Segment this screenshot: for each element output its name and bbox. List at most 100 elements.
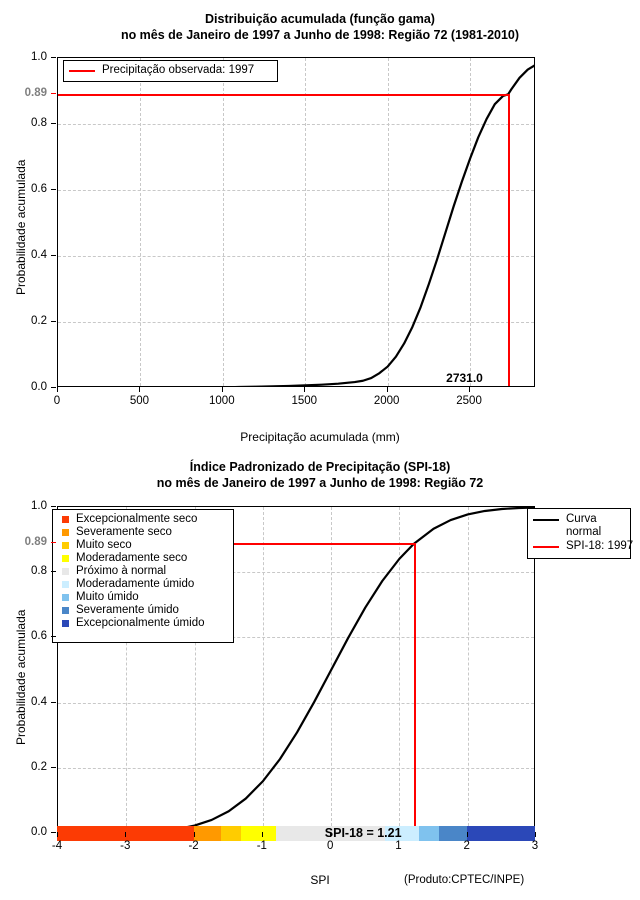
legend-label-class-7: Severamente úmido — [76, 604, 179, 616]
gridline-vertical — [399, 507, 401, 831]
producer-credit: (Produto:CPTEC/INPE) — [404, 874, 525, 886]
x-tickmark — [469, 387, 471, 392]
gridline-horizontal — [58, 256, 534, 257]
legend-label-class-3: Moderadamente seco — [76, 552, 188, 564]
x-tick-label: 1500 — [291, 395, 318, 407]
chart2-curves-legend: Curva normal SPI-18: 1997 — [527, 508, 634, 559]
x-tickmark — [57, 387, 58, 392]
red-line-icon — [69, 69, 95, 72]
gridline-horizontal — [58, 572, 534, 574]
marker-horizontal-line — [58, 94, 509, 97]
x-tickmark — [304, 387, 306, 392]
gridline-vertical — [262, 507, 264, 831]
y-tickmark — [51, 506, 56, 507]
colorbar-segment-2 — [220, 826, 242, 841]
marker-horizontal-line — [58, 542, 414, 545]
y-tickmark-highlight — [51, 541, 56, 543]
legend-label-class-8: Excepcionalmente úmido — [76, 617, 205, 629]
gridline-vertical — [222, 58, 224, 386]
gridline-horizontal — [58, 124, 534, 125]
colorbar-segment-5 — [384, 826, 419, 841]
x-tickmark — [221, 387, 223, 392]
x-tickmark — [261, 832, 263, 837]
legend-label-spi: SPI-18: 1997 — [566, 540, 634, 552]
gridline-vertical — [140, 58, 142, 386]
y-tick-label-highlight: 0.89 — [24, 535, 47, 548]
color-swatch-icon — [62, 607, 69, 614]
colorbar-segment-8 — [466, 826, 535, 841]
legend-label-observed: Precipitação observada: 1997 — [102, 64, 255, 76]
y-tick-label: 0.8 — [31, 565, 47, 578]
gridline-horizontal — [58, 767, 534, 769]
y-tick-label: 0.6 — [31, 183, 47, 195]
legend-item-class-5: Moderadamente úmido — [58, 578, 228, 591]
legend-label-curva-normal: Curva normal — [566, 513, 625, 539]
x-tick-label: -4 — [51, 840, 63, 852]
color-swatch-icon — [62, 620, 69, 627]
y-tickmark — [51, 701, 56, 703]
legend-item-curva-normal: Curva normal — [533, 513, 625, 539]
chart2-title-line2: no mês de Janeiro de 1997 a Junho de 199… — [156, 476, 484, 490]
legend-item-class-8: Excepcionalmente úmido — [58, 617, 228, 630]
legend-item-class-6: Muito úmido — [58, 591, 228, 604]
x-tickmark — [398, 832, 400, 837]
color-swatch-icon — [62, 594, 69, 601]
chart2-title-line1: Índice Padronizado de Precipitação (SPI-… — [189, 460, 451, 474]
x-tick-label: 2000 — [373, 395, 400, 407]
gridline-vertical — [305, 58, 307, 386]
x-tickmark — [139, 387, 141, 392]
legend-item-class-7: Severamente úmido — [58, 604, 228, 617]
black-line-icon — [533, 519, 559, 521]
color-swatch-icon — [62, 516, 69, 523]
y-tickmark — [51, 321, 56, 322]
color-swatch-icon — [62, 542, 69, 549]
legend-item-observed: Precipitação observada: 1997 — [69, 64, 272, 77]
y-tickmark — [51, 189, 56, 190]
y-tick-label: 0.0 — [31, 826, 47, 838]
x-tick-label: 2 — [463, 840, 470, 852]
y-tick-label: 0.2 — [31, 760, 47, 773]
x-tickmark — [193, 832, 195, 837]
gridline-horizontal — [58, 322, 534, 323]
y-tickmark — [51, 123, 56, 124]
spi-colorbar — [57, 826, 535, 841]
chart1-ylabel: Probabilidade acumulada — [14, 159, 28, 295]
gridline-vertical — [387, 58, 389, 386]
color-swatch-icon — [62, 568, 69, 575]
spi-value-annotation: SPI-18 = 1.21 — [324, 826, 402, 840]
x-tickmark — [125, 832, 127, 837]
colorbar-segment-7 — [439, 826, 467, 841]
y-tick-label: 0.0 — [31, 381, 47, 393]
x-tick-label: 0 — [53, 395, 61, 407]
x-tick-label: 500 — [129, 395, 149, 407]
marker-vertical-line — [508, 94, 511, 386]
x-tickmark — [330, 832, 332, 837]
x-tick-label: 1 — [395, 840, 402, 852]
gridline-horizontal — [58, 637, 534, 639]
color-swatch-icon — [62, 555, 69, 562]
y-tickmark — [51, 636, 56, 638]
x-tick-label: 1000 — [209, 395, 235, 407]
gridline-vertical — [126, 507, 128, 831]
data-curve — [234, 64, 534, 386]
color-swatch-icon — [62, 581, 69, 588]
legend-label-class-6: Muito úmido — [76, 591, 139, 603]
chart1-title-line2: no mês de Janeiro de 1997 a Junho de 199… — [120, 28, 520, 42]
chart1-plot-area — [57, 57, 535, 387]
y-tickmark — [51, 255, 56, 256]
x-tickmark — [466, 832, 468, 837]
gridline-horizontal — [58, 190, 534, 191]
x-tick-label: -2 — [188, 840, 199, 852]
y-tick-label: 0.6 — [31, 630, 47, 643]
x-tick-label: -3 — [120, 840, 131, 852]
chart1-xlabel: Precipitação acumulada (mm) — [240, 430, 400, 444]
y-tick-label: 0.2 — [31, 315, 47, 327]
colorbar-segment-1 — [193, 826, 221, 841]
y-tickmark — [51, 57, 56, 58]
chart1-value-annotation: 2731.0 — [446, 371, 483, 385]
y-tickmark-highlight — [51, 93, 56, 95]
x-tick-label: 2500 — [456, 395, 482, 407]
y-tick-label: 0.8 — [31, 117, 47, 129]
legend-item-class-1: Severamente seco — [58, 526, 228, 539]
x-tick-label: 0 — [326, 840, 334, 852]
